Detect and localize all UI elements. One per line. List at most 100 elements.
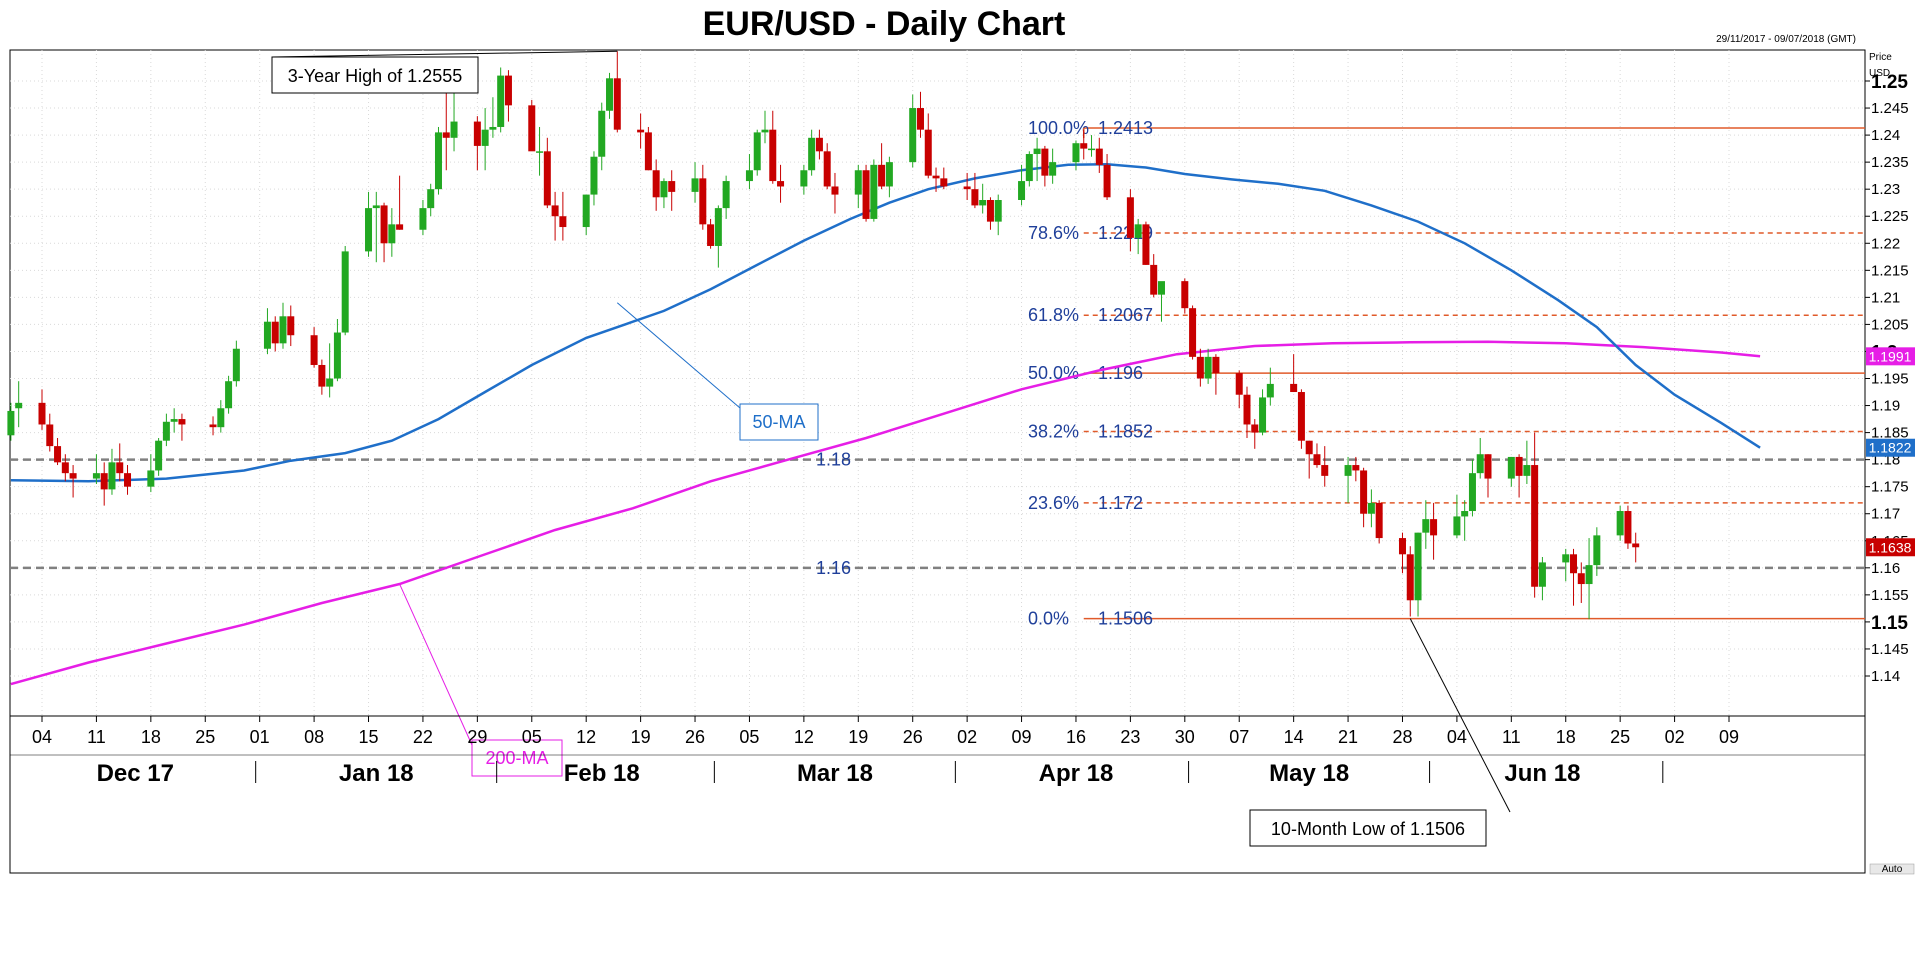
candle-body: [61, 462, 69, 474]
candle-body: [1080, 143, 1088, 149]
x-day-label: 02: [1665, 727, 1685, 747]
candle-body: [1468, 473, 1476, 512]
y-tick-label: 1.25: [1871, 72, 1908, 93]
candle-body: [1142, 224, 1150, 265]
candle-body: [333, 332, 341, 379]
candle-body: [1181, 281, 1189, 309]
candle-body: [1461, 511, 1469, 517]
candle-body: [318, 364, 326, 387]
last-value-text: 1.1822: [1869, 440, 1912, 456]
candle-body: [1367, 502, 1375, 514]
candle-body: [419, 208, 427, 230]
candle-body: [1204, 356, 1212, 379]
candle-body: [986, 200, 994, 222]
candle-body: [372, 205, 380, 209]
reference-line-label: 1.16: [816, 558, 851, 578]
candle-body: [1103, 164, 1111, 198]
y-tick-label: 1.16: [1871, 560, 1900, 577]
candle-body: [170, 419, 178, 422]
candle-body: [714, 208, 722, 246]
fib-pct-label: 50.0%: [1028, 363, 1079, 383]
candle-body: [442, 132, 450, 138]
y-tick-label: 1.15: [1871, 613, 1908, 634]
fib-pct-label: 100.0%: [1028, 118, 1089, 138]
candle-body: [1484, 454, 1492, 479]
candle-body: [427, 189, 435, 209]
fib-pct-label: 38.2%: [1028, 422, 1079, 442]
candle-body: [388, 224, 396, 244]
low-annotation-leader: [1409, 618, 1511, 813]
low-annotation-text: 10-Month Low of 1.1506: [1271, 819, 1465, 839]
candle-body: [1033, 148, 1041, 155]
ma50-line: [10, 163, 1761, 483]
candle-body: [932, 175, 940, 179]
axis-caption-usd: USD: [1869, 68, 1890, 79]
candle-body: [722, 181, 730, 209]
candle-body: [396, 224, 404, 230]
fib-pct-label: 23.6%: [1028, 493, 1079, 513]
x-month-label: Dec 17: [97, 760, 174, 787]
auto-scale-button[interactable]: [1869, 863, 1915, 875]
y-tick-label: 1.235: [1871, 154, 1909, 171]
candle-body: [1189, 308, 1197, 357]
candle-body: [870, 164, 878, 219]
x-month-label: Jun 18: [1504, 760, 1580, 787]
candle-body: [815, 137, 823, 152]
candle-body: [287, 316, 295, 336]
candle-body: [536, 151, 544, 153]
x-day-label: 23: [1120, 727, 1140, 747]
candle-body: [1095, 148, 1103, 165]
x-axis: 04 11 18 25 01 08 15 22 29 05 12 19 26 05 12 19 26 02 09 16…: [10, 715, 1865, 787]
last-value-badges: 1.1991 1.1822 1.1638: [1866, 347, 1915, 557]
candle-body: [963, 186, 971, 190]
x-month-label: May 18: [1269, 760, 1349, 787]
candle-body: [1414, 532, 1422, 601]
candle-body: [100, 473, 108, 490]
candle-body: [644, 132, 652, 171]
candle-body: [15, 402, 23, 409]
candle-body: [1297, 392, 1305, 441]
candle-body: [1126, 197, 1134, 238]
x-day-label: 07: [1229, 727, 1249, 747]
ma50-label-leader: [616, 302, 741, 409]
y-tick-label: 1.205: [1871, 316, 1909, 333]
fib-pct-label: 78.6%: [1028, 223, 1079, 243]
candle-body: [1398, 538, 1406, 555]
x-day-label: 05: [522, 727, 542, 747]
candle-body: [994, 200, 1002, 222]
candle-body: [1476, 454, 1484, 474]
candle-body: [1259, 397, 1267, 433]
candle-body: [1593, 535, 1601, 566]
candle-body: [1049, 162, 1057, 176]
x-day-label: 18: [141, 727, 161, 747]
candle-body: [1041, 148, 1049, 176]
fib-pct-label: 0.0%: [1028, 609, 1069, 629]
annotations: 3-Year High of 1.2555 10-Month Low of 1.1…: [271, 50, 1511, 847]
x-day-label: 09: [1719, 727, 1739, 747]
candle-body: [1134, 224, 1142, 238]
low-annotation-box: [1249, 809, 1487, 847]
plot-frame: [9, 49, 1866, 874]
candle-body: [1025, 154, 1033, 182]
x-day-label: 12: [794, 727, 814, 747]
x-month-label: Mar 18: [797, 760, 873, 787]
x-day-label: 14: [1284, 727, 1304, 747]
candle-body: [1313, 454, 1321, 466]
candle-body: [699, 178, 707, 225]
candle-body: [1212, 356, 1220, 374]
y-tick-label: 1.19: [1871, 398, 1900, 415]
candle-body: [885, 162, 893, 187]
candle-body: [582, 194, 590, 228]
candle-body: [777, 181, 785, 187]
y-tick-label: 1.245: [1871, 100, 1909, 117]
x-day-label: 19: [631, 727, 651, 747]
candle-body: [310, 335, 318, 365]
fib-value-label: 1.2067: [1098, 305, 1153, 325]
candle-body: [753, 132, 761, 171]
reference-lines: 1.18 1.16: [10, 450, 1865, 578]
ma200-layer: [10, 340, 1761, 686]
candle-body: [341, 251, 349, 333]
candle-body: [808, 137, 816, 171]
x-day-label: 18: [1556, 727, 1576, 747]
